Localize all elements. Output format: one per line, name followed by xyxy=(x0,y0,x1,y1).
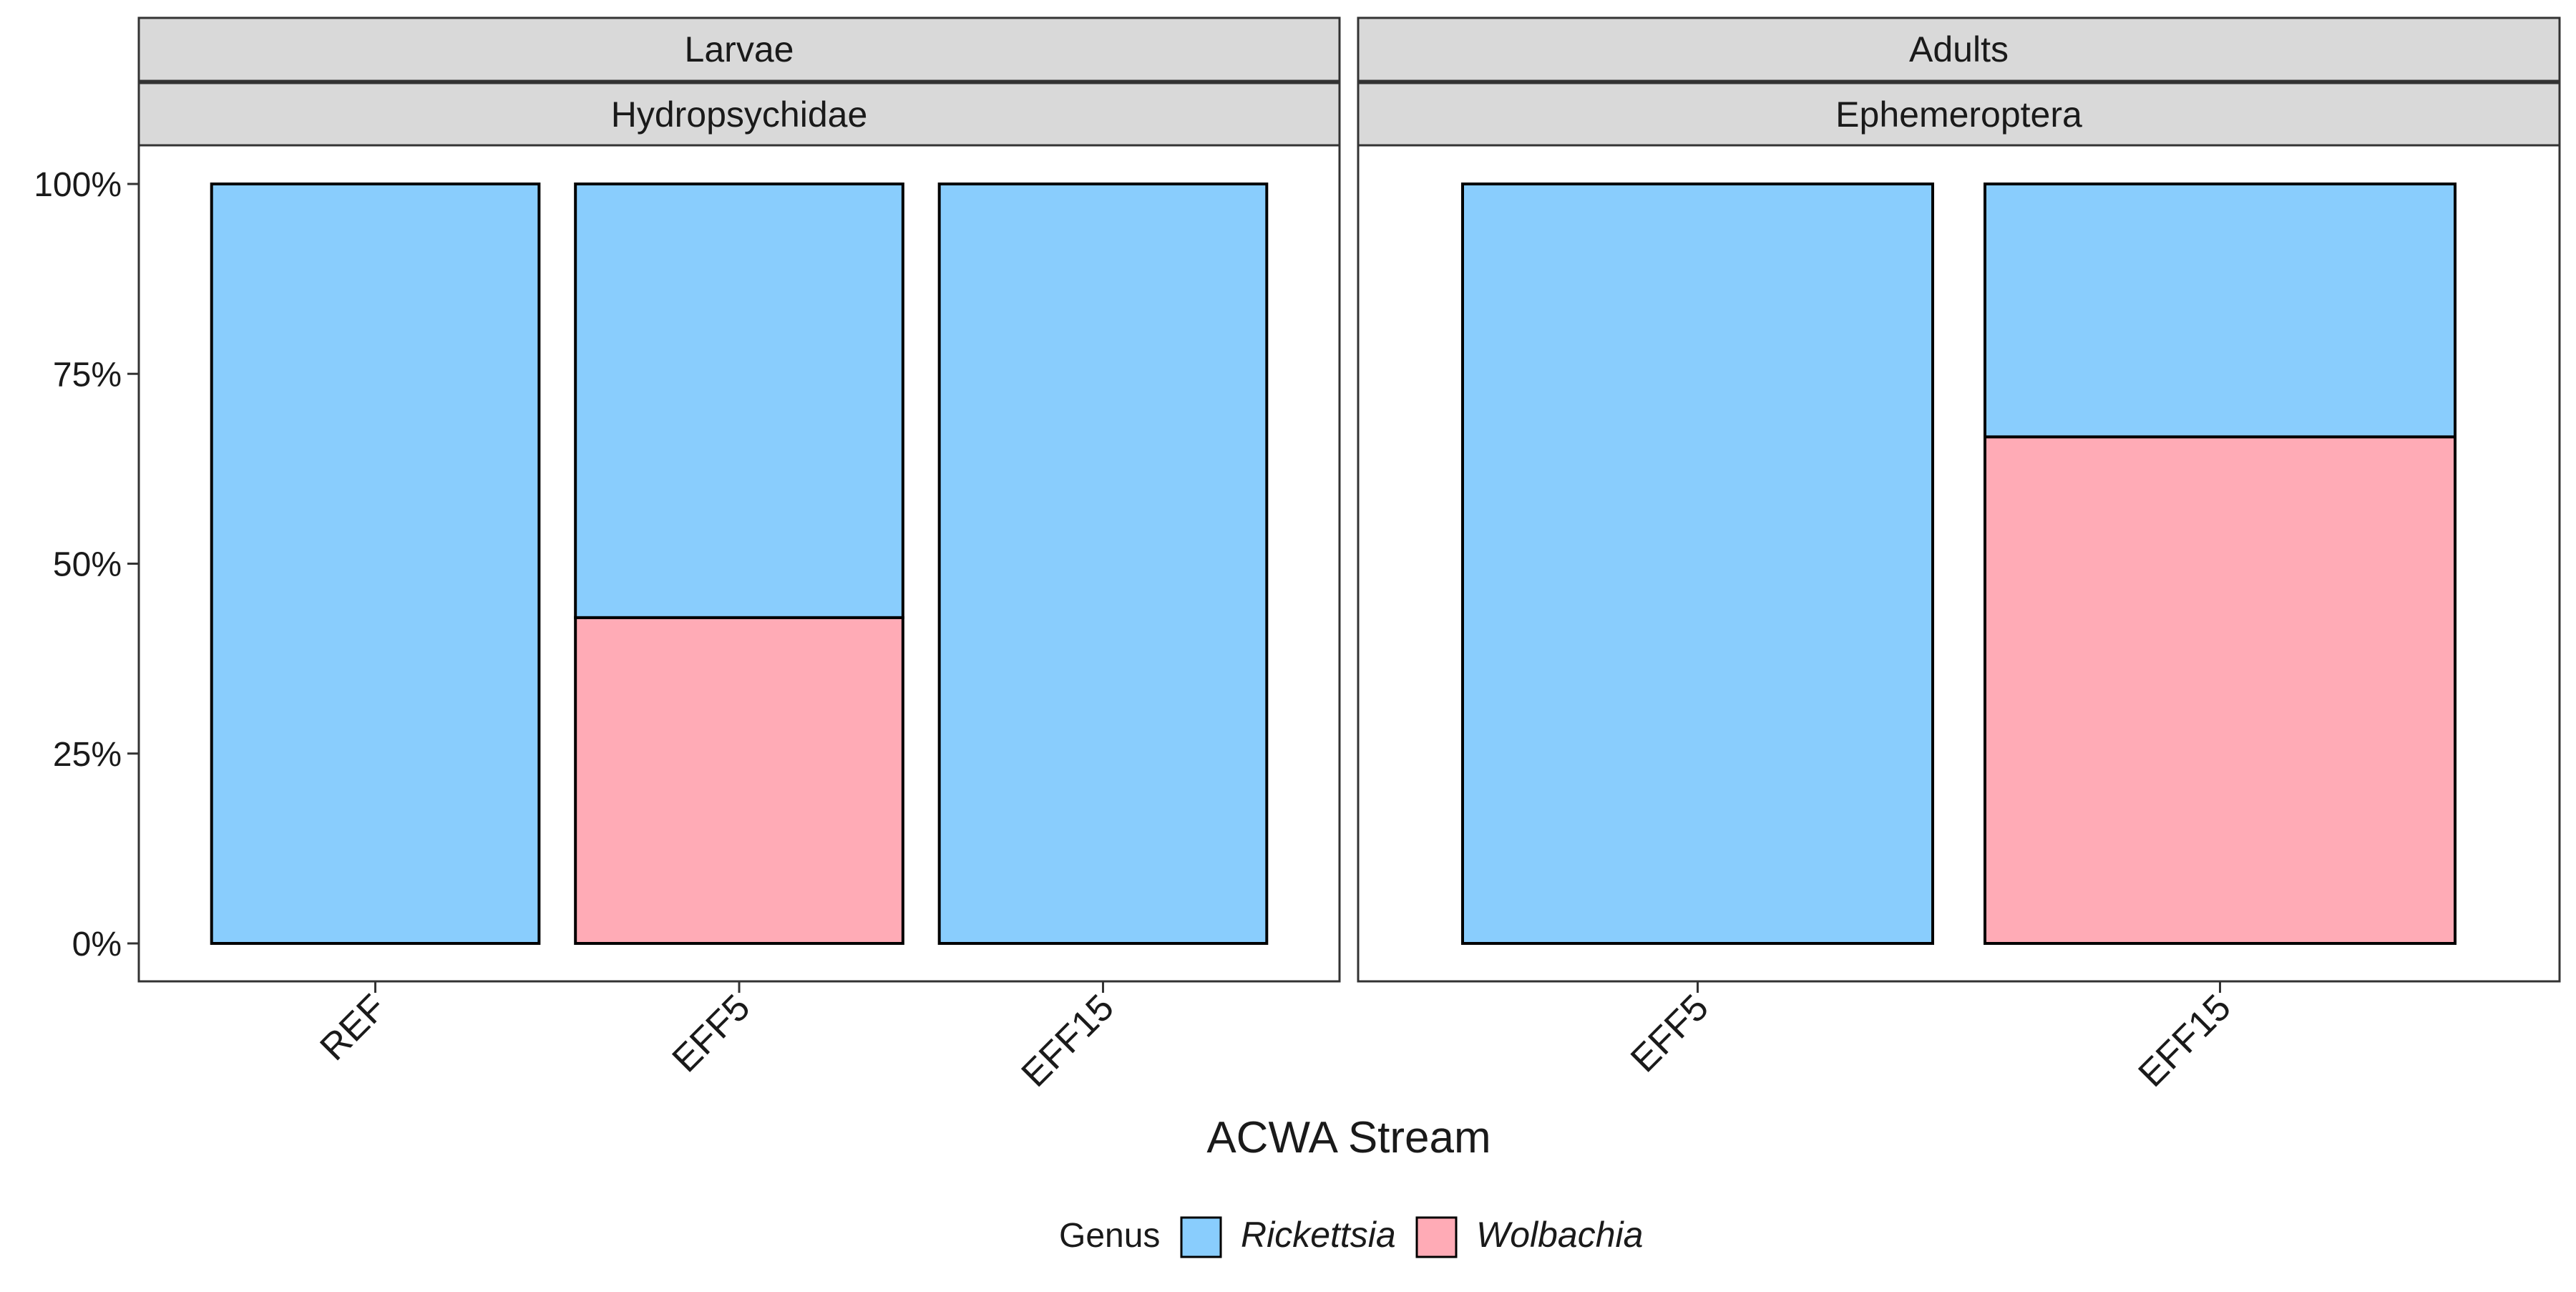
x-tick-label: REF xyxy=(312,986,394,1069)
legend-key-rickettsia xyxy=(1180,1216,1222,1258)
bar-segment-rickettsia xyxy=(1984,183,2457,439)
legend-key-wolbachia xyxy=(1415,1216,1458,1258)
x-tick-label: EFF5 xyxy=(1623,986,1717,1080)
x-tick-label: EFF15 xyxy=(1014,986,1122,1094)
x-axis-title: ACWA Stream xyxy=(1206,1113,1491,1162)
facet-strip-bottom xyxy=(1357,82,2561,147)
y-tick-label: 0% xyxy=(72,926,122,963)
x-tick-label: EFF15 xyxy=(2131,986,2239,1094)
bar-segment-wolbachia xyxy=(574,616,904,945)
bar-segment-rickettsia xyxy=(574,183,904,619)
y-tick-label: 75% xyxy=(53,356,122,394)
facet-strip-bottom-label: Ephemeroptera xyxy=(1835,94,2082,135)
legend-label-wolbachia: Wolbachia xyxy=(1476,1215,1643,1255)
bar-segment-rickettsia xyxy=(210,183,541,945)
y-tick-label: 50% xyxy=(53,546,122,584)
facet-strip-top xyxy=(1357,16,2561,82)
y-tick-label: 25% xyxy=(53,736,122,774)
x-tick-label: EFF5 xyxy=(665,986,758,1080)
facet-strip-top xyxy=(137,16,1341,82)
y-tick-label: 100% xyxy=(34,166,122,204)
facet-strip-top-label: Larvae xyxy=(685,29,794,69)
bar-segment-rickettsia xyxy=(937,183,1269,945)
facet-strip-top-label: Adults xyxy=(1909,29,2009,69)
bar-segment-wolbachia xyxy=(1984,435,2457,945)
bar-segment-rickettsia xyxy=(1461,183,1934,945)
legend-title: Genus xyxy=(1059,1217,1160,1255)
facet-strip-bottom-label: Hydropsychidae xyxy=(611,94,868,135)
legend-label-rickettsia: Rickettsia xyxy=(1241,1215,1396,1255)
